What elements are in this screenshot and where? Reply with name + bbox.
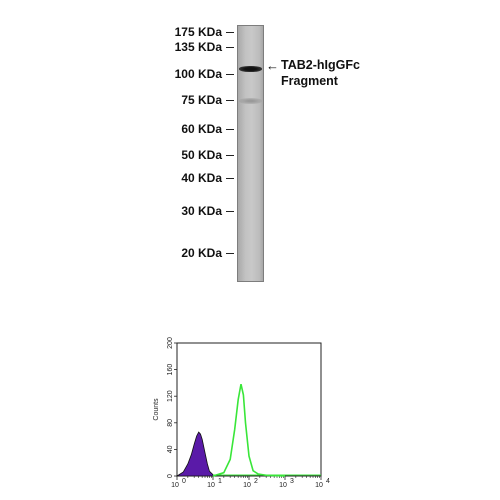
marker-label: 20 KDa [181, 246, 222, 260]
marker-label: 50 KDa [181, 148, 222, 162]
y-tick-label: 80 [167, 419, 174, 427]
western-blot-panel: 175 KDa 135 KDa 100 KDa 75 KDa 60 KDa 50 KDa 4… [160, 22, 360, 287]
marker-tick [226, 211, 234, 212]
x-tick-exponent: 4 [326, 478, 330, 485]
marker-label: 135 KDa [174, 40, 222, 54]
marker-tick [226, 74, 234, 75]
marker-label: 100 KDa [174, 67, 222, 81]
blot-lane [237, 25, 264, 282]
marker-tick [226, 253, 234, 254]
y-tick-label: 0 [167, 474, 174, 478]
marker-tick [226, 129, 234, 130]
y-tick-label: 120 [167, 390, 174, 402]
x-tick-exponent: 0 [182, 478, 186, 485]
marker-label: 30 KDa [181, 204, 222, 218]
marker-label: 175 KDa [174, 25, 222, 39]
band-label-line1: TAB2-hIgGFc [281, 58, 360, 72]
x-tick-exponent: 1 [218, 478, 222, 485]
marker-label: 75 KDa [181, 93, 222, 107]
marker-tick [226, 32, 234, 33]
y-tick-label: 200 [167, 337, 174, 349]
marker-tick [226, 100, 234, 101]
main-band [239, 66, 262, 72]
faint-band [239, 98, 262, 104]
x-tick-label: 10 [207, 482, 215, 489]
y-axis-label: Counts [153, 398, 160, 421]
marker-tick [226, 178, 234, 179]
band-label: TAB2-hIgGFc Fragment [281, 57, 360, 89]
marker-tick [226, 47, 234, 48]
marker-label: 40 KDa [181, 171, 222, 185]
arrow-icon: ← [266, 58, 279, 73]
band-label-line2: Fragment [281, 74, 338, 88]
x-tick-label: 10 [315, 482, 323, 489]
x-tick-exponent: 2 [254, 478, 258, 485]
x-tick-exponent: 3 [290, 478, 294, 485]
marker-label: 60 KDa [181, 122, 222, 136]
sample-histogram [212, 384, 286, 477]
x-tick-label: 10 [171, 482, 179, 489]
x-tick-label: 10 [243, 482, 251, 489]
y-tick-label: 40 [167, 445, 174, 453]
marker-tick [226, 155, 234, 156]
control-histogram [175, 431, 217, 477]
y-tick-label: 160 [167, 364, 174, 376]
x-tick-label: 10 [279, 482, 287, 489]
